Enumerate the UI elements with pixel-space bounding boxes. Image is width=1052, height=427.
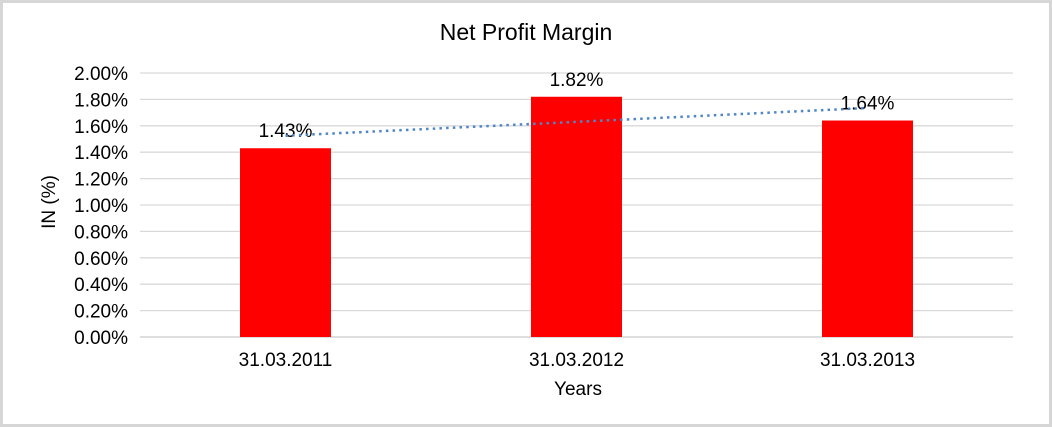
bar xyxy=(240,148,331,337)
y-tick-label: 0.20% xyxy=(74,302,128,323)
chart-title: Net Profit Margin xyxy=(439,19,613,45)
y-tick-label: 0.60% xyxy=(74,249,128,270)
y-tick-label: 1.60% xyxy=(74,117,128,138)
bar-value-label: 1.82% xyxy=(550,70,604,91)
y-tick-label: 0.00% xyxy=(74,328,128,349)
y-tick-label: 1.00% xyxy=(74,196,128,217)
x-tick-label: 31.03.2013 xyxy=(820,350,915,371)
y-tick-label: 0.40% xyxy=(74,275,128,296)
bar xyxy=(531,96,622,337)
y-tick-label: 2.00% xyxy=(74,64,128,85)
y-tick-label: 0.80% xyxy=(74,222,128,243)
y-tick-label: 1.80% xyxy=(74,90,128,111)
x-tick-label: 31.03.2012 xyxy=(529,350,624,371)
x-axis-title: Years xyxy=(554,379,602,400)
x-tick-label: 31.03.2011 xyxy=(239,350,333,371)
bar-value-label: 1.43% xyxy=(259,121,313,142)
bar-value-label: 1.64% xyxy=(841,94,895,115)
bar xyxy=(822,120,913,338)
y-tick-label: 1.40% xyxy=(74,143,128,164)
y-tick-label: 1.20% xyxy=(74,170,128,191)
